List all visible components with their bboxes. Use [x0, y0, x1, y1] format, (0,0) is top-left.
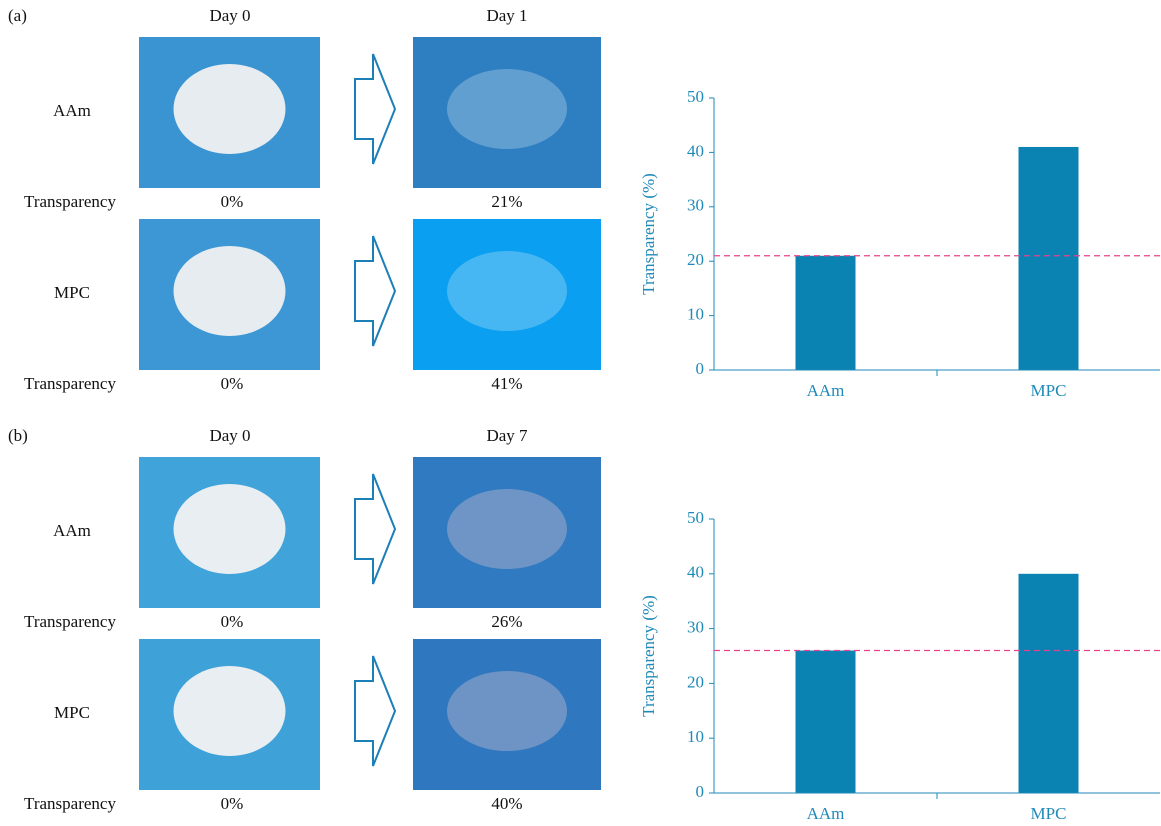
row-name: MPC [54, 703, 90, 722]
specimen [174, 484, 286, 574]
y-tick-label: 20 [687, 672, 704, 691]
y-tick-label: 20 [687, 250, 704, 269]
measure-label: Transparency [24, 794, 116, 813]
panel-label: (a) [8, 6, 27, 25]
x-tick-label: MPC [1031, 804, 1067, 823]
chart: AAm MPC 0 10 20 30 40 50 Transparency (%) [639, 87, 1160, 400]
bar [796, 651, 856, 793]
bar [1019, 147, 1079, 370]
y-tick-label: 0 [696, 359, 705, 378]
specimen [447, 251, 567, 331]
before-value: 0% [221, 374, 244, 393]
day-label: Day 0 [209, 6, 250, 25]
specimen [174, 246, 286, 336]
arrow [355, 236, 395, 346]
day-label: Day 0 [209, 426, 250, 445]
bar [796, 256, 856, 370]
measure-label: Transparency [24, 192, 116, 211]
after-value: 41% [491, 374, 522, 393]
y-tick-label: 0 [696, 782, 705, 801]
figure: (a) Day 0 Day 1 AAm Transparency 0% 21% MPC Tran… [0, 0, 1161, 826]
row-name: MPC [54, 283, 90, 302]
specimen [447, 489, 567, 569]
specimen [174, 666, 286, 756]
day-label: Day 7 [486, 426, 528, 445]
before-value: 0% [221, 192, 244, 211]
measure-label: Transparency [24, 374, 116, 393]
day-label: Day 1 [486, 6, 527, 25]
x-tick-label: AAm [807, 381, 845, 400]
before-value: 0% [221, 794, 244, 813]
chart: AAm MPC 0 10 20 30 40 50 Transparency (%) [639, 508, 1160, 823]
before-value: 0% [221, 612, 244, 631]
y-axis-label: Transparency (%) [639, 173, 658, 295]
y-tick-label: 30 [687, 196, 704, 215]
specimen [447, 69, 567, 149]
x-tick-label: AAm [807, 804, 845, 823]
y-tick-label: 50 [687, 508, 704, 527]
specimen [174, 64, 286, 154]
row-name: AAm [53, 521, 91, 540]
y-tick-label: 30 [687, 618, 704, 637]
panel-label: (b) [8, 426, 28, 445]
measure-label: Transparency [24, 612, 116, 631]
y-tick-label: 10 [687, 727, 704, 746]
bar [1019, 574, 1079, 793]
after-value: 21% [491, 192, 522, 211]
row-name: AAm [53, 101, 91, 120]
y-tick-label: 40 [687, 141, 704, 160]
arrow [355, 656, 395, 766]
after-value: 40% [491, 794, 522, 813]
arrow [355, 474, 395, 584]
y-tick-label: 10 [687, 305, 704, 324]
after-value: 26% [491, 612, 522, 631]
arrow [355, 54, 395, 164]
y-axis-label: Transparency (%) [639, 595, 658, 717]
x-tick-label: MPC [1031, 381, 1067, 400]
y-tick-label: 50 [687, 87, 704, 106]
specimen [447, 671, 567, 751]
y-tick-label: 40 [687, 563, 704, 582]
